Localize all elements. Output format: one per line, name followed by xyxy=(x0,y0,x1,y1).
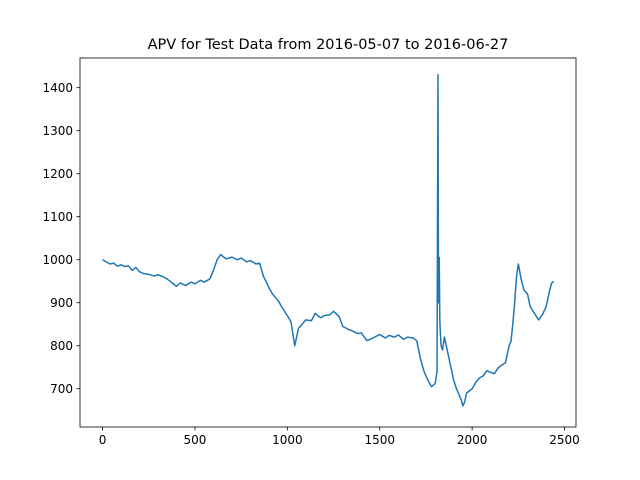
y-tick-label: 1200 xyxy=(42,167,73,181)
data-line xyxy=(102,74,555,407)
x-tick-label: 500 xyxy=(183,433,206,447)
y-tick-label: 1300 xyxy=(42,124,73,138)
y-tick-label: 1000 xyxy=(42,253,73,267)
x-tick-label: 2500 xyxy=(549,433,580,447)
y-tick-label: 700 xyxy=(50,382,73,396)
y-tick-label: 900 xyxy=(50,296,73,310)
x-tick-label: 2000 xyxy=(457,433,488,447)
x-tick-label: 0 xyxy=(99,433,107,447)
x-tick-label: 1000 xyxy=(272,433,303,447)
plot-frame xyxy=(79,57,577,428)
y-tick-label: 1100 xyxy=(42,210,73,224)
x-tick-label: 1500 xyxy=(364,433,395,447)
chart-title: APV for Test Data from 2016-05-07 to 201… xyxy=(148,37,509,53)
y-tick-label: 800 xyxy=(50,339,73,353)
y-tick-label: 1400 xyxy=(42,81,73,95)
